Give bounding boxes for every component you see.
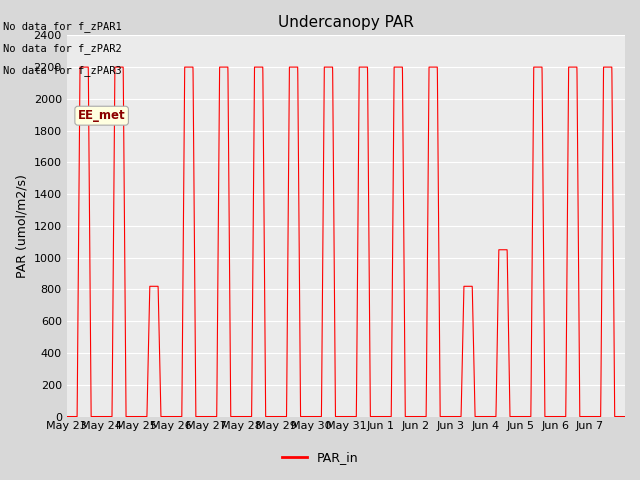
Y-axis label: PAR (umol/m2/s): PAR (umol/m2/s) bbox=[15, 174, 28, 278]
Text: No data for f_zPAR1: No data for f_zPAR1 bbox=[3, 21, 122, 32]
Legend: PAR_in: PAR_in bbox=[276, 446, 364, 469]
Title: Undercanopy PAR: Undercanopy PAR bbox=[278, 15, 414, 30]
Text: No data for f_zPAR3: No data for f_zPAR3 bbox=[3, 65, 122, 76]
Text: EE_met: EE_met bbox=[78, 109, 125, 122]
Text: No data for f_zPAR2: No data for f_zPAR2 bbox=[3, 43, 122, 54]
